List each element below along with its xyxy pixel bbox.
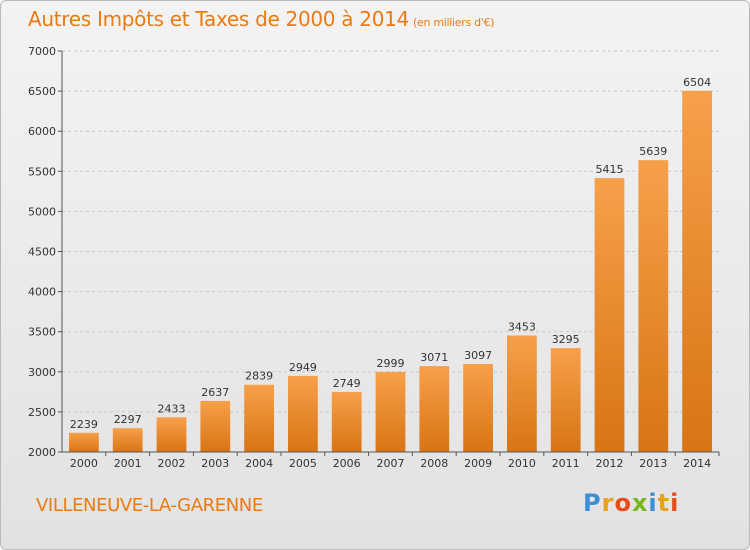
chart-title-text: Autres Impôts et Taxes de 2000 à 2014: [28, 7, 409, 31]
y-tick-label: 4500: [28, 246, 56, 259]
proxiti-logo[interactable]: Proxiti: [583, 489, 679, 517]
y-tick-label: 5500: [28, 165, 56, 178]
bar-value-label: 2239: [70, 418, 98, 431]
x-tick-label: 2005: [289, 457, 317, 470]
bar: [463, 364, 493, 452]
bar-value-label: 5415: [596, 163, 624, 176]
bar: [682, 90, 712, 452]
x-tick-label: 2012: [596, 457, 624, 470]
bar: [200, 400, 231, 452]
x-tick-label: 2013: [639, 457, 667, 470]
bar-value-label: 5639: [639, 145, 667, 158]
x-tick-label: 2009: [464, 457, 492, 470]
bar: [638, 160, 669, 452]
logo-letter: t: [657, 489, 671, 517]
bar: [331, 391, 362, 452]
bar: [112, 428, 143, 452]
x-tick-label: 2004: [245, 457, 273, 470]
x-tick-label: 2006: [333, 457, 361, 470]
x-tick-label: 2001: [114, 457, 142, 470]
bar: [375, 371, 406, 452]
x-tick-label: 2000: [70, 457, 98, 470]
x-tick-label: 2014: [683, 457, 711, 470]
x-tick-label: 2008: [420, 457, 448, 470]
bar-value-label: 2297: [114, 413, 142, 426]
x-tick-label: 2011: [552, 457, 580, 470]
bar-value-label: 3295: [552, 333, 580, 346]
y-tick-label: 2500: [28, 406, 56, 419]
bar-value-label: 2749: [333, 377, 361, 390]
x-tick-label: 2003: [201, 457, 229, 470]
bar-value-label: 2839: [245, 370, 273, 383]
data-labels: 2239 2297 2433 2637 2839 2949 2749 2999 3071 3097…: [70, 76, 711, 431]
bar: [69, 432, 99, 452]
bar-value-label: 2949: [289, 361, 317, 374]
bar: [419, 366, 450, 452]
logo-letter: x: [631, 489, 649, 517]
y-tick-label: 7000: [28, 45, 56, 58]
y-tick-label: 3500: [28, 326, 56, 339]
x-tick-label: 2007: [377, 457, 405, 470]
y-tick-label: 4000: [28, 286, 56, 299]
y-tick-label: 3000: [28, 366, 56, 379]
bar-value-label: 6504: [683, 76, 711, 89]
logo-letter: r: [601, 489, 615, 517]
bar: [244, 384, 274, 452]
bar: [507, 335, 537, 452]
bar: [550, 348, 581, 452]
logo-letter: o: [614, 489, 632, 517]
y-tick-label: 6000: [28, 125, 56, 138]
chart-unit: (en milliers d'€): [413, 16, 495, 29]
bar-value-label: 2999: [377, 357, 405, 370]
bar-value-label: 3071: [420, 351, 448, 364]
bar-value-label: 3453: [508, 320, 536, 333]
logo-letter: P: [583, 489, 602, 517]
town-name: VILLENEUVE-LA-GARENNE: [36, 495, 263, 516]
y-tick-label: 2000: [28, 446, 56, 459]
bars: [69, 90, 712, 452]
bar-value-label: 3097: [464, 349, 492, 362]
x-axis: 2000 2001 2002 2003 2004 2005 2006 2007 2008 2009…: [62, 451, 720, 470]
y-tick-label: 6500: [28, 85, 56, 98]
chart-title: Autres Impôts et Taxes de 2000 à 2014 (en…: [28, 7, 494, 31]
x-tick-label: 2002: [158, 457, 186, 470]
y-axis: 2000 2500 3000 3500 4000 4500 5000 5500 6000 6500…: [28, 45, 63, 459]
bar: [156, 417, 187, 452]
bar-value-label: 2433: [158, 402, 186, 415]
bar: [594, 178, 625, 452]
x-tick-label: 2010: [508, 457, 536, 470]
bar: [288, 375, 318, 452]
logo-letter: i: [670, 489, 680, 517]
logo-letter: i: [648, 489, 658, 517]
y-tick-label: 5000: [28, 205, 56, 218]
bar-value-label: 2637: [201, 386, 229, 399]
